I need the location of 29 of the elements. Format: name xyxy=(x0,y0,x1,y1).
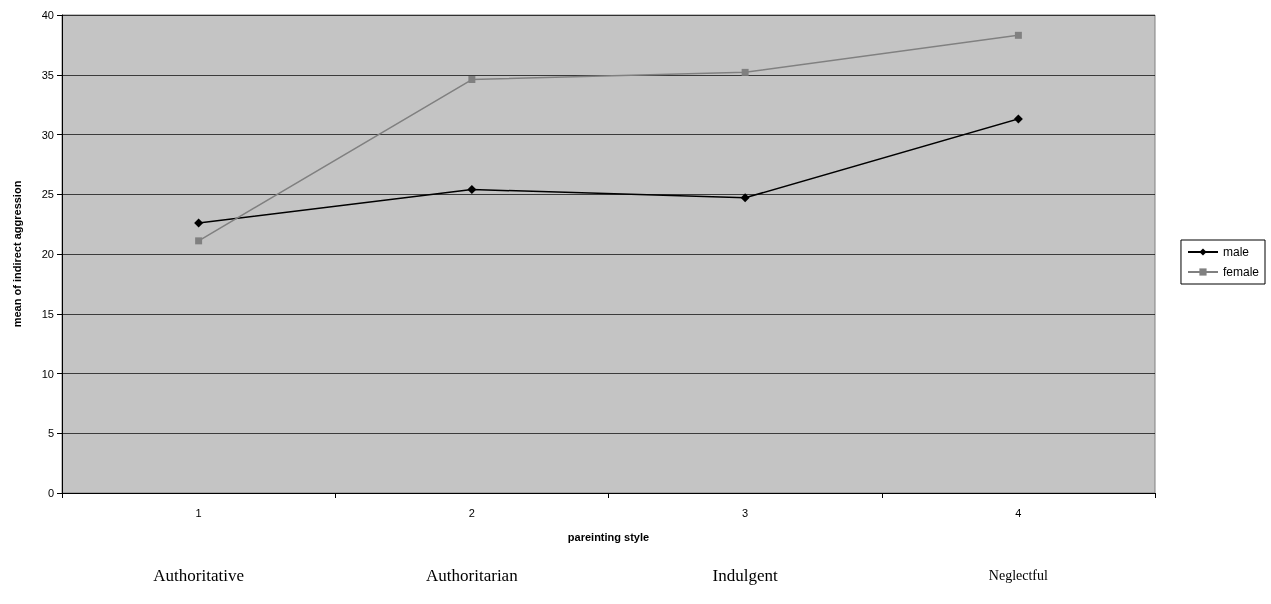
y-tick-label: 40 xyxy=(41,9,54,21)
x-tick-label: 2 xyxy=(468,506,475,519)
text: Authoritarian xyxy=(426,565,519,585)
y-tick-label: 5 xyxy=(47,427,54,440)
text: Indulgent xyxy=(712,565,778,585)
text: Authoritative xyxy=(153,565,244,585)
y-tick-label: 30 xyxy=(41,128,54,141)
x-tick-label: 4 xyxy=(1015,506,1022,519)
x-axis-title: pareinting style xyxy=(567,530,650,543)
point xyxy=(194,218,204,228)
y-axis-title: mean of indirect aggression xyxy=(10,180,23,328)
y-tick-label: 10 xyxy=(41,367,54,380)
legend-label: male xyxy=(1222,245,1250,259)
point xyxy=(1014,31,1022,39)
y-tick-label: 25 xyxy=(41,188,54,201)
point xyxy=(195,237,203,245)
point xyxy=(1013,114,1023,124)
x-tick-label: 3 xyxy=(742,506,749,519)
y-tick-label: 20 xyxy=(41,248,54,260)
x-tick-label: 1 xyxy=(195,506,202,519)
y-tick-label: 15 xyxy=(41,307,54,320)
y-tick-label: 0 xyxy=(47,487,54,499)
y-tick-label: 35 xyxy=(41,68,54,81)
legend-label: female xyxy=(1222,265,1260,279)
point xyxy=(468,76,476,84)
point xyxy=(467,184,477,194)
point xyxy=(741,68,749,76)
text: Neglectful xyxy=(988,567,1049,583)
point xyxy=(740,193,750,203)
